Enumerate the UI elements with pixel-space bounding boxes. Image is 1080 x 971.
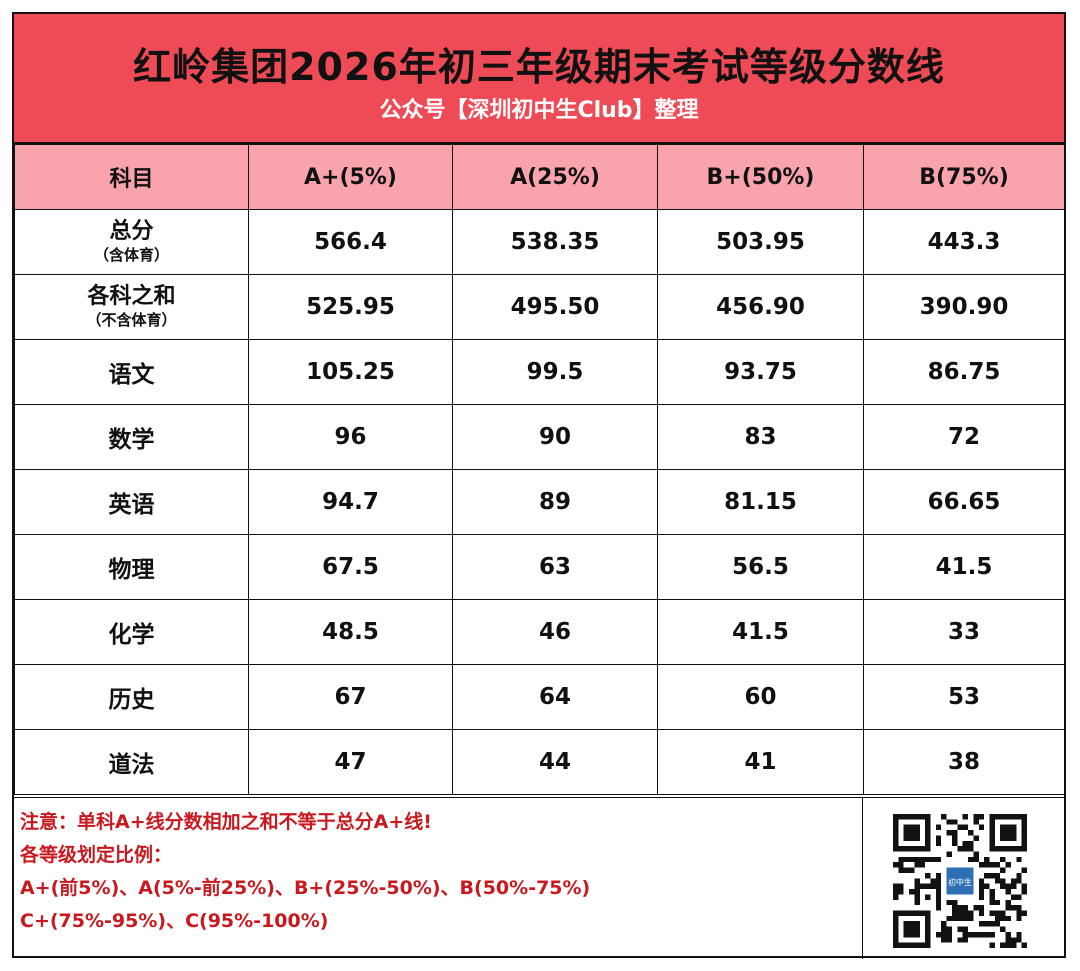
score-cell: 60 (657, 664, 864, 730)
subject-note: （不含体育） (86, 311, 177, 329)
score-cell: 525.95 (248, 274, 453, 340)
score-cell: 56.5 (657, 534, 864, 600)
note-ratio-line-1: A+(前5%)、A(5%-前25%)、B+(25%-50%)、B(50%-75%… (20, 877, 591, 899)
table-row: 语文 105.25 99.5 93.75 86.75 (14, 339, 1065, 405)
subject-cell: 历史 (14, 664, 249, 730)
score-sheet: 红岭集团2026年初三年级期末考试等级分数线 公众号【深圳初中生Club】整理 … (12, 12, 1066, 959)
score-cell: 67 (248, 664, 453, 730)
subject-name: 数学 (108, 427, 155, 453)
score-cell: 48.5 (248, 599, 453, 665)
subject-name: 化学 (108, 622, 155, 648)
table-row: 物理 67.5 63 56.5 41.5 (14, 534, 1065, 600)
qr-code-box: 初中生 (862, 798, 1065, 959)
score-cell: 443.3 (863, 209, 1065, 275)
score-cell: 93.75 (657, 339, 864, 405)
subject-cell: 数学 (14, 404, 249, 470)
score-cell: 41.5 (657, 599, 864, 665)
score-table: 科目 A+(5%) A(25%) B+(50%) B(75%) 总分 （含体育） 5… (14, 144, 1065, 795)
table-row: 各科之和 （不含体育） 525.95 495.50 456.90 390.90 (14, 274, 1065, 340)
subject-cell: 道法 (14, 729, 249, 795)
score-cell: 495.50 (452, 274, 658, 340)
qr-logo (946, 867, 974, 895)
score-cell: 456.90 (657, 274, 864, 340)
notes-block: 注意：单科A+线分数相加之和不等于总分A+线! 各等级划定比例： A+(前5%)… (20, 806, 850, 938)
score-cell: 72 (863, 404, 1065, 470)
score-cell: 64 (452, 664, 658, 730)
score-cell: 33 (863, 599, 1065, 665)
score-cell: 41.5 (863, 534, 1065, 600)
score-cell: 38 (863, 729, 1065, 795)
score-cell: 538.35 (452, 209, 658, 275)
page-subtitle: 公众号【深圳初中生Club】整理 (379, 98, 699, 123)
note-ratio-line-2: C+(75%-95%)、C(95%-100%) (20, 910, 329, 932)
header-banner: 红岭集团2026年初三年级期末考试等级分数线 公众号【深圳初中生Club】整理 (14, 14, 1064, 144)
subject-name: 英语 (108, 492, 155, 518)
qr-code-icon: 初中生 (893, 814, 1027, 948)
page-title: 红岭集团2026年初三年级期末考试等级分数线 (133, 45, 945, 89)
table-row: 英语 94.7 89 81.15 66.65 (14, 469, 1065, 535)
score-cell: 83 (657, 404, 864, 470)
subject-cell: 英语 (14, 469, 249, 535)
table-body: 总分 （含体育） 566.4 538.35 503.95 443.3 各科之和 （不含体育） 5… (14, 209, 1065, 795)
qr-logo-text: 初中生 (948, 877, 972, 887)
score-cell: 566.4 (248, 209, 453, 275)
subject-name: 历史 (108, 687, 155, 713)
score-cell: 90 (452, 404, 658, 470)
subject-cell: 化学 (14, 599, 249, 665)
score-cell: 66.65 (863, 469, 1065, 535)
table-row: 总分 （含体育） 566.4 538.35 503.95 443.3 (14, 209, 1065, 275)
score-cell: 105.25 (248, 339, 453, 405)
footer-notes-area: 注意：单科A+线分数相加之和不等于总分A+线! 各等级划定比例： A+(前5%)… (14, 797, 1064, 959)
score-cell: 41 (657, 729, 864, 795)
subject-cell: 总分 （含体育） (14, 209, 249, 275)
note-warning: 注意：单科A+线分数相加之和不等于总分A+线! (20, 811, 432, 833)
subject-cell: 语文 (14, 339, 249, 405)
table-row: 化学 48.5 46 41.5 33 (14, 599, 1065, 665)
score-cell: 96 (248, 404, 453, 470)
score-cell: 503.95 (657, 209, 864, 275)
table-row: 数学 96 90 83 72 (14, 404, 1065, 470)
score-cell: 99.5 (452, 339, 658, 405)
table-row: 道法 47 44 41 38 (14, 729, 1065, 795)
column-header-b: B(75%) (863, 144, 1065, 210)
subject-name: 各科之和 (87, 284, 176, 309)
score-cell: 67.5 (248, 534, 453, 600)
score-cell: 390.90 (863, 274, 1065, 340)
subject-name: 总分 (109, 219, 154, 244)
column-header-a-plus: A+(5%) (248, 144, 453, 210)
note-ratio-title: 各等级划定比例： (20, 844, 173, 866)
score-cell: 89 (452, 469, 658, 535)
subject-name: 物理 (108, 557, 155, 583)
subject-cell: 物理 (14, 534, 249, 600)
score-cell: 86.75 (863, 339, 1065, 405)
subject-name: 道法 (108, 752, 155, 778)
score-cell: 94.7 (248, 469, 453, 535)
table-header-row: 科目 A+(5%) A(25%) B+(50%) B(75%) (14, 144, 1065, 210)
score-cell: 44 (452, 729, 658, 795)
score-cell: 53 (863, 664, 1065, 730)
subject-note: （含体育） (93, 246, 169, 264)
score-cell: 46 (452, 599, 658, 665)
subject-name: 语文 (108, 362, 155, 388)
table-row: 历史 67 64 60 53 (14, 664, 1065, 730)
score-cell: 63 (452, 534, 658, 600)
column-header-subject: 科目 (14, 144, 249, 210)
score-cell: 47 (248, 729, 453, 795)
column-header-b-plus: B+(50%) (657, 144, 864, 210)
subject-cell: 各科之和 （不含体育） (14, 274, 249, 340)
score-cell: 81.15 (657, 469, 864, 535)
column-header-a: A(25%) (452, 144, 658, 210)
